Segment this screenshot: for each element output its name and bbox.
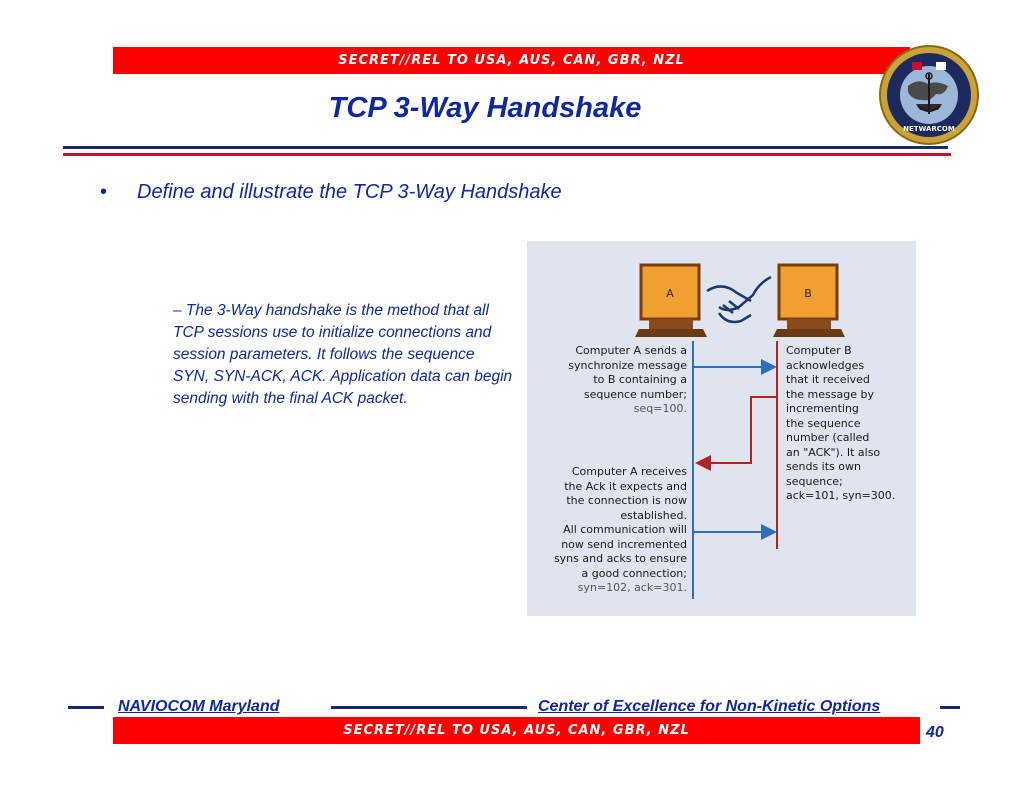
bullet-text: Define and illustrate the TCP 3-Way Hand… — [137, 181, 562, 203]
footer-center-name: Center of Excellence for Non-Kinetic Opt… — [538, 698, 881, 715]
naviocom-emblem: NETWARCOM — [878, 44, 980, 146]
footer-rule-left — [68, 706, 104, 709]
syn-ack-arrow — [695, 396, 777, 471]
computer-a-label: A — [666, 287, 674, 300]
classification-banner-bottom: SECRET//REL TO USA, AUS, CAN, GBR, NZL — [113, 717, 920, 744]
header-rule-navy — [63, 146, 948, 149]
handshake-diagram: A B — [635, 263, 845, 599]
page-number: 40 — [926, 724, 944, 741]
computer-b-label: B — [804, 287, 812, 300]
footer-rule-middle — [331, 706, 527, 709]
handshake-icon — [706, 275, 772, 324]
computer-a-icon — [635, 263, 707, 337]
footer-org-name: NAVIOCOM Maryland — [118, 698, 280, 715]
subpoint-text: – The 3-Way handshake is the method that… — [173, 302, 513, 407]
step1-text: Computer A sends a synchronize message t… — [568, 344, 687, 415]
bullet-marker: • — [100, 181, 108, 203]
computer-b-icon — [773, 263, 845, 337]
emblem-seal-icon: NETWARCOM — [879, 45, 979, 145]
handshake-figure: A B Computer A sends a synchronize messa… — [527, 241, 916, 616]
footer-rule-right — [940, 706, 960, 709]
step3-text: Computer A receives the Ack it expects a… — [553, 465, 687, 594]
svg-text:NETWARCOM: NETWARCOM — [903, 125, 955, 133]
header-rule-red — [63, 153, 951, 156]
step2-text: Computer B acknowledges that it received… — [786, 344, 896, 502]
classification-banner-top: SECRET//REL TO USA, AUS, CAN, GBR, NZL — [113, 47, 910, 74]
slide-title: TCP 3-Way Handshake — [328, 92, 642, 124]
